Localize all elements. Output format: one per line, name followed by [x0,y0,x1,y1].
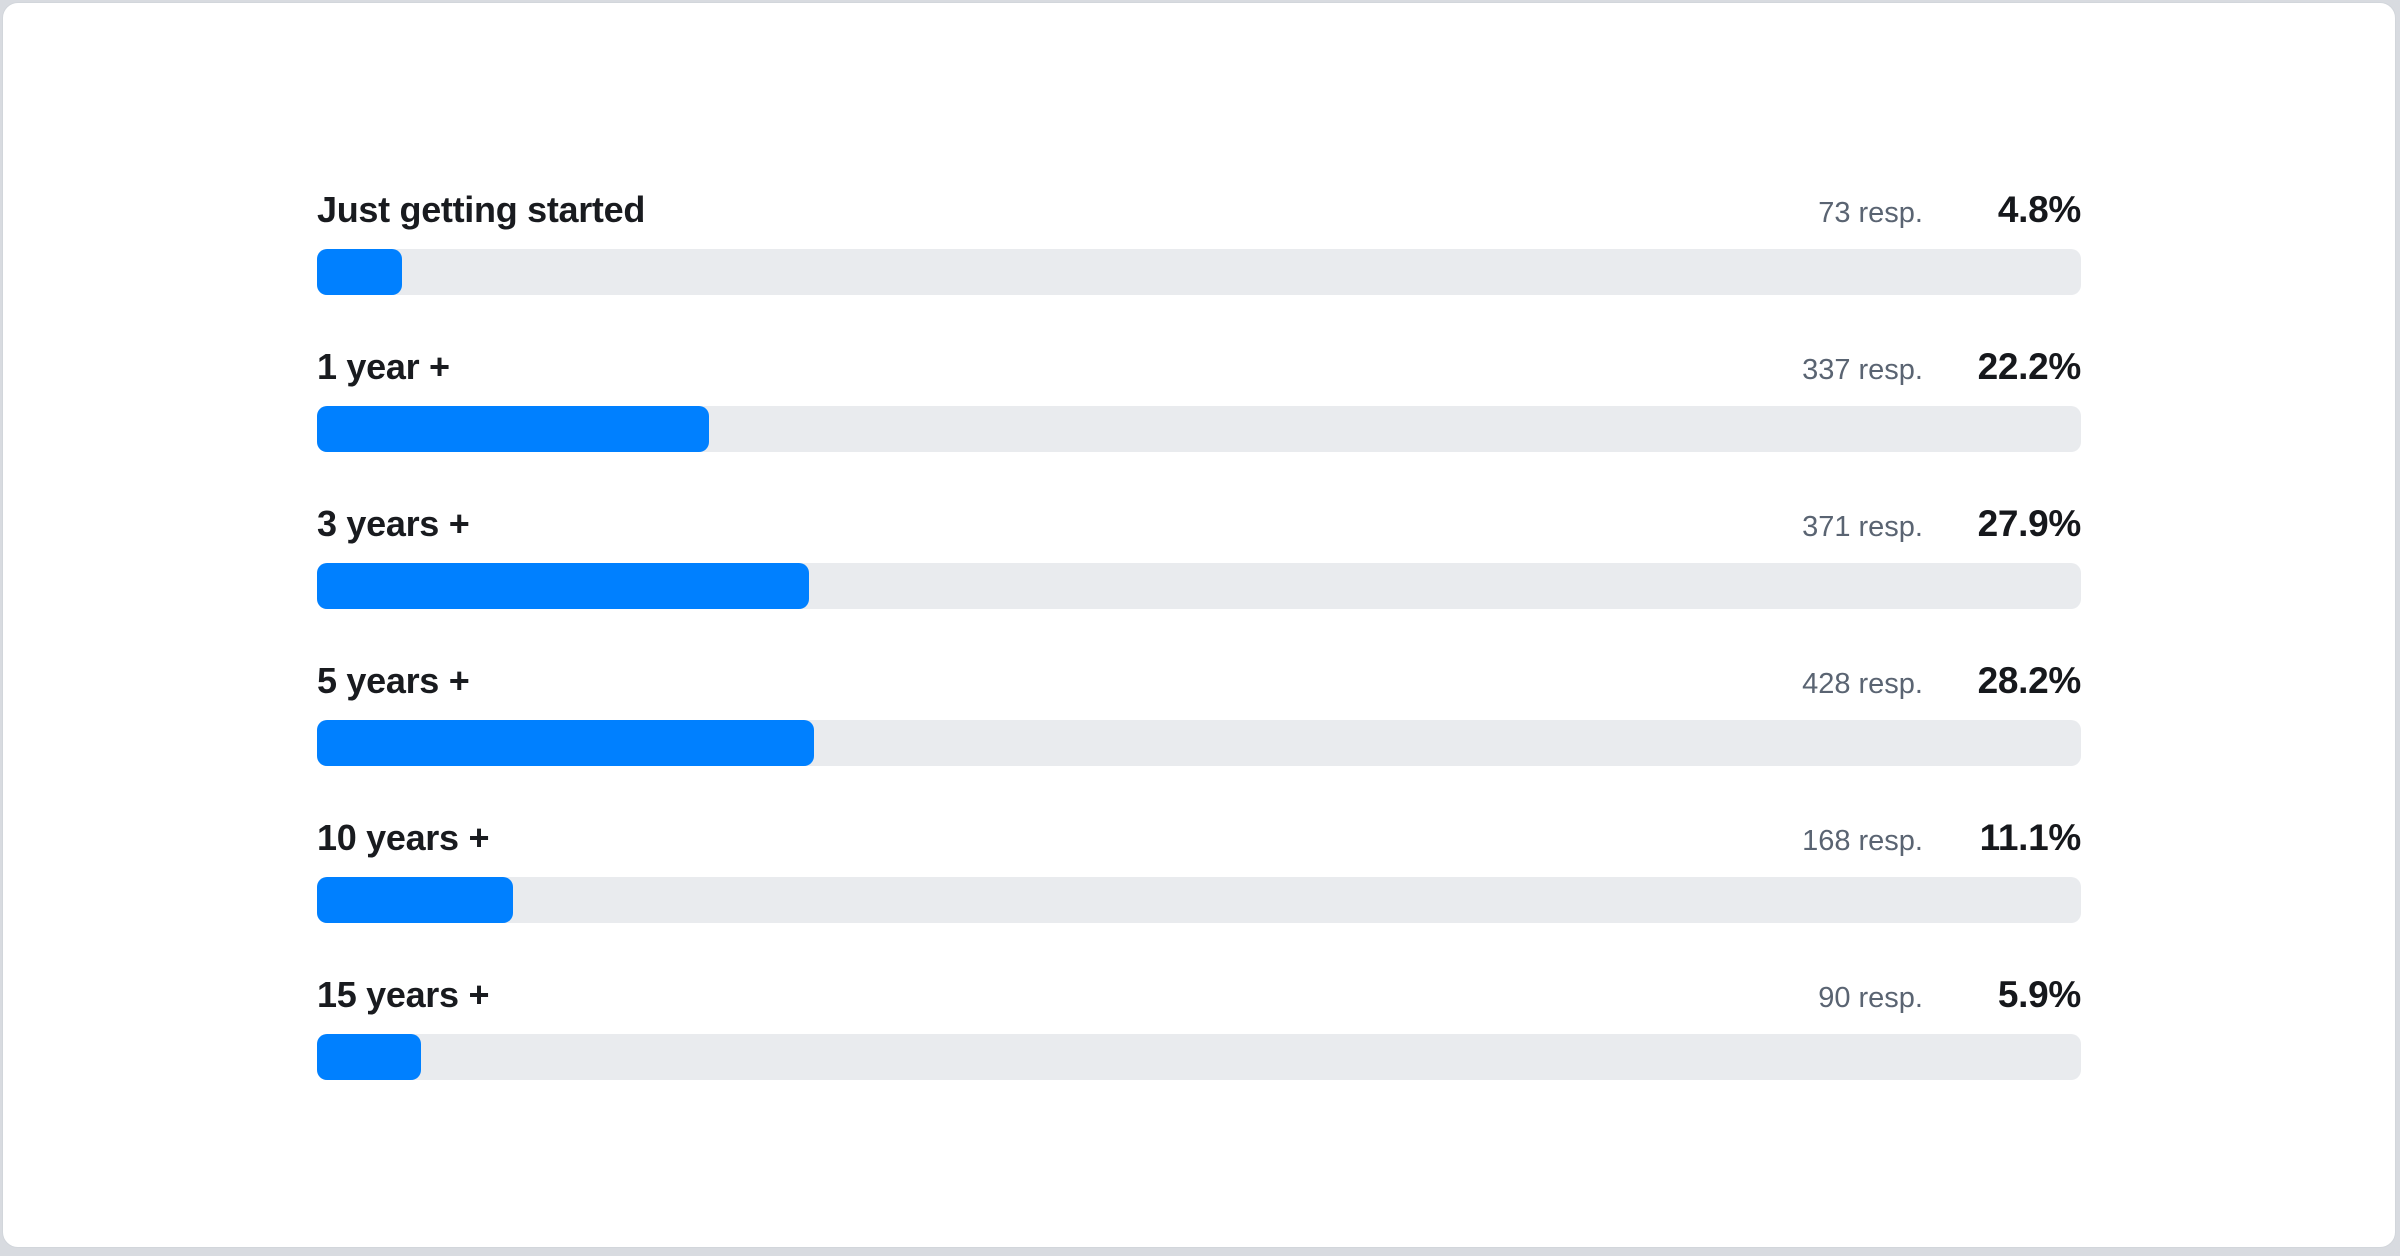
bar-track [317,406,2081,452]
bar-track [317,249,2081,295]
answer-row: 5 years + 428 resp. 28.2% [317,660,2081,766]
answer-label: Just getting started [317,189,646,230]
percentage-value: 4.8% [1997,189,2081,230]
bar-fill [317,1034,422,1080]
survey-results-chart: Just getting started 73 resp. 4.8% 1 yea… [3,3,2395,1080]
answer-row-header: 10 years + 168 resp. 11.1% [317,817,2081,859]
response-count: 73 resp. [1818,197,1923,229]
answer-row-header: 15 years + 90 resp. 5.9% [317,974,2081,1016]
bar-track [317,1034,2081,1080]
answer-row-header: 3 years + 371 resp. 27.9% [317,503,2081,545]
results-list: Just getting started 73 resp. 4.8% 1 yea… [317,189,2081,1080]
response-count: 90 resp. [1818,982,1923,1014]
answer-row-header: 5 years + 428 resp. 28.2% [317,660,2081,702]
answer-label: 1 year + [317,346,450,387]
answer-row-header: Just getting started 73 resp. 4.8% [317,189,2081,231]
answer-label: 10 years + [317,817,490,858]
percentage-value: 22.2% [1977,346,2082,387]
bar-fill [317,877,513,923]
bar-fill [317,406,709,452]
answer-row: 15 years + 90 resp. 5.9% [317,974,2081,1080]
answer-label: 15 years + [317,974,490,1015]
answer-row: 1 year + 337 resp. 22.2% [317,346,2081,452]
bar-fill [317,720,815,766]
percentage-value: 5.9% [1997,974,2081,1015]
bar-fill [317,563,810,609]
response-count: 428 resp. [1802,668,1923,700]
response-count: 371 resp. [1802,511,1923,543]
answer-row: 3 years + 371 resp. 27.9% [317,503,2081,609]
response-count: 337 resp. [1802,354,1923,386]
answer-row: 10 years + 168 resp. 11.1% [317,817,2081,923]
answer-row-header: 1 year + 337 resp. 22.2% [317,346,2081,388]
bar-fill [317,249,402,295]
answer-label: 5 years + [317,660,470,701]
answer-row: Just getting started 73 resp. 4.8% [317,189,2081,295]
bar-track [317,563,2081,609]
bar-track [317,877,2081,923]
bar-track [317,720,2081,766]
percentage-value: 11.1% [1979,817,2082,858]
answer-label: 3 years + [317,503,470,544]
percentage-value: 27.9% [1977,503,2082,544]
response-count: 168 resp. [1802,825,1923,857]
percentage-value: 28.2% [1977,660,2082,701]
